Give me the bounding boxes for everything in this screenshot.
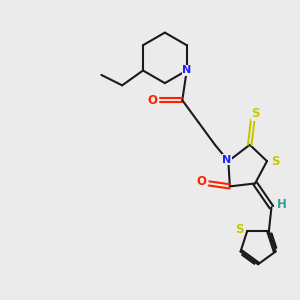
Text: N: N — [182, 65, 191, 76]
Text: N: N — [222, 155, 232, 165]
Text: S: S — [235, 223, 243, 236]
Text: H: H — [277, 198, 287, 211]
Text: S: S — [251, 107, 260, 120]
Text: S: S — [271, 154, 279, 168]
Text: O: O — [148, 94, 158, 107]
Text: O: O — [196, 176, 207, 188]
